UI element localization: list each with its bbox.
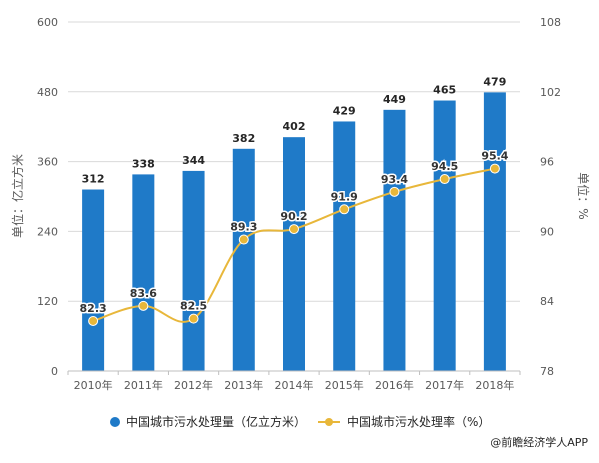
line-value-label: 82.5 [180,300,207,313]
source-note: @前瞻经济学人APP [490,435,588,449]
bar-series [82,92,506,372]
line-point [389,186,400,197]
line-point [439,174,450,185]
y-axis-left-title: 单位：亿立方米 [10,154,25,238]
line-point [489,163,500,174]
legend-line-label: 中国城市污水处理率（%） [347,414,490,429]
bar-value-label: 479 [483,75,506,88]
bar [283,137,305,371]
bar-value-label: 312 [82,173,105,186]
x-tick-label: 2018年 [475,378,514,392]
x-tick-label: 2015年 [325,378,364,392]
x-tick-label: 2010年 [74,378,113,392]
x-tick-label: 2012年 [174,378,213,392]
y-right-tick-label: 84 [540,295,554,308]
y-left-tick-label: 480 [37,86,58,99]
bar [132,174,155,371]
bar-value-label: 338 [132,157,155,170]
line-value-label: 93.4 [381,173,408,186]
line-value-label: 95.4 [481,150,508,163]
y-right-tick-label: 78 [540,365,554,378]
bar-value-label: 429 [333,104,356,117]
y-left-tick-label: 360 [37,156,58,169]
x-tick-label: 2017年 [425,378,464,392]
bar [383,109,406,371]
legend-line-dot [325,418,333,426]
legend: 中国城市污水处理量（亿立方米） 中国城市污水处理率（%） [110,414,490,429]
line-value-label: 89.3 [230,221,257,234]
bar-value-label: 344 [182,154,205,167]
x-tick-label: 2016年 [375,378,414,392]
y-left-tick-label: 240 [37,225,58,238]
x-tick-label: 2013年 [224,378,263,392]
line-point [88,315,99,326]
bar [182,170,205,371]
y-right-tick-label: 102 [540,86,561,99]
bar [82,189,105,371]
bar [232,148,255,371]
line-value-label: 83.6 [130,287,157,300]
line-point [138,300,149,311]
legend-bar-label: 中国城市污水处理量（亿立方米） [126,414,306,429]
line-point [188,313,199,324]
line-value-label: 91.9 [331,190,358,203]
bar-value-label: 465 [433,84,456,97]
bar [483,92,506,372]
bar-value-label: 382 [232,132,255,145]
bar-value-label: 402 [283,120,306,133]
line-value-label: 90.2 [280,210,307,223]
bar [433,100,456,372]
line-point [238,234,249,245]
axes: 0 120 240 360 480 600 78 84 90 96 102 108 2010年 2011年… [37,16,561,392]
y-right-tick-label: 108 [540,16,561,29]
bar-value-label: 449 [383,93,406,106]
y-right-tick-label: 96 [540,156,554,169]
line-point [339,204,350,215]
y-right-tick-label: 90 [540,225,554,238]
line-series [88,163,500,326]
bar [333,121,356,371]
x-tick-label: 2014年 [275,378,314,392]
y-left-tick-label: 0 [51,365,58,378]
line-value-label: 82.3 [80,302,107,315]
y-left-tick-label: 120 [37,295,58,308]
y-left-tick-label: 600 [37,16,58,29]
line-value-label: 94.5 [431,160,458,173]
x-tick-label: 2011年 [124,378,163,392]
legend-bar-marker [110,417,120,427]
line-point [289,224,299,235]
y-axis-right-title: 单位：% [576,172,591,219]
data-labels: 312 338 344 382 402 429 449 465 479 82.3 83.6 82.5 8… [78,75,510,316]
